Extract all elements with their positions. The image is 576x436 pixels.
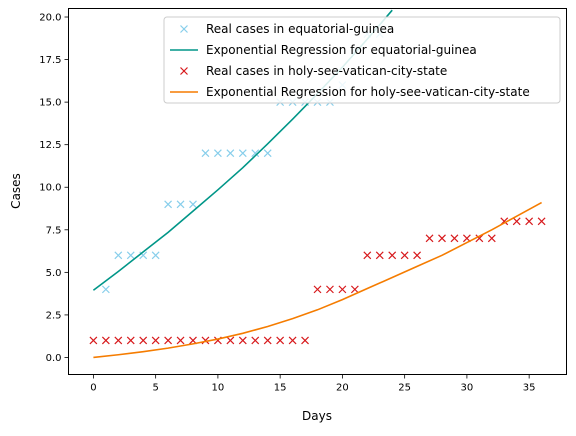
legend: Real cases in equatorial-guinea Exponenti… (163, 16, 561, 104)
data-point-marker (89, 336, 98, 345)
legend-label: Real cases in equatorial-guinea (206, 22, 394, 36)
data-point-marker (537, 217, 546, 226)
data-point-marker (114, 336, 123, 345)
x-tick-label: 25 (398, 383, 411, 394)
data-point-marker (151, 251, 160, 260)
data-point-marker (301, 336, 309, 345)
data-point-marker (226, 336, 235, 345)
data-point-marker (263, 149, 272, 158)
legend-label: Real cases in holy-see-vatican-city-stat… (206, 64, 447, 78)
data-point-marker (176, 336, 185, 345)
data-point-marker (363, 251, 372, 260)
data-point-marker (164, 336, 173, 345)
data-point-marker (400, 251, 409, 260)
data-point-marker (226, 149, 235, 158)
x-tick-label: 35 (523, 383, 536, 394)
data-point-marker (413, 251, 422, 260)
x-tick-label: 20 (336, 383, 349, 394)
data-point-marker (251, 336, 260, 345)
y-tick-label: 15.0 (39, 98, 61, 109)
regression-line (93, 201, 542, 359)
series-3 (89, 217, 546, 345)
legend-item: Real cases in equatorial-guinea (180, 22, 394, 36)
y-axis: 0.0 2.5 5.0 7.5 10.0 12.5 15.0 17.5 20.0 (39, 13, 69, 364)
y-tick-label: 12.5 (39, 140, 61, 151)
data-point-marker (313, 285, 322, 294)
data-point-marker (126, 251, 135, 260)
x-tick-label: 30 (461, 383, 474, 394)
x-tick-label: 10 (212, 383, 225, 394)
data-point-marker (201, 149, 210, 158)
data-point-marker (338, 285, 347, 294)
data-point-marker (126, 336, 135, 345)
legend-label: Exponential Regression for holy-see-vati… (206, 85, 530, 99)
data-point-marker (114, 251, 123, 260)
data-point-marker (438, 234, 446, 243)
x-tick-label: 15 (274, 383, 287, 394)
data-point-marker (425, 234, 434, 243)
data-point-marker (388, 251, 397, 260)
x-axis-label: Days (302, 409, 332, 423)
data-point-marker (288, 336, 297, 345)
y-tick-label: 7.5 (46, 225, 62, 236)
legend-item: Exponential Regression for holy-see-vati… (170, 85, 530, 99)
data-point-marker (375, 251, 384, 260)
data-point-marker (201, 336, 210, 345)
legend-marker-swatch (180, 67, 188, 75)
data-point-marker (238, 149, 247, 158)
data-point-marker (164, 200, 173, 209)
data-point-marker (350, 285, 359, 294)
data-point-marker (139, 336, 148, 345)
data-point-marker (450, 234, 459, 243)
legend-box (163, 16, 561, 104)
data-point-marker (101, 285, 110, 294)
data-point-marker (151, 336, 160, 345)
data-point-marker (101, 336, 110, 345)
data-point-marker (326, 285, 334, 294)
data-point-marker (525, 217, 534, 226)
legend-item: Exponential Regression for equatorial-gu… (170, 43, 477, 57)
y-tick-label: 10.0 (39, 183, 61, 194)
data-point-marker (213, 149, 222, 158)
plot-frame (68, 8, 567, 375)
data-point-marker (475, 234, 484, 243)
y-tick-label: 5.0 (46, 268, 62, 279)
y-tick-label: 17.5 (39, 55, 61, 66)
data-point-marker (487, 234, 496, 243)
data-point-marker (176, 200, 185, 209)
data-point-marker (189, 200, 197, 209)
data-point-marker (238, 336, 247, 345)
x-axis: 0 5 10 15 20 25 30 35 (90, 374, 536, 394)
y-tick-label: 20.0 (39, 13, 61, 24)
legend-marker-swatch (180, 25, 188, 33)
y-axis-label: Cases (9, 173, 23, 209)
data-point-marker (251, 149, 260, 158)
data-point-marker (512, 217, 521, 226)
series-4 (93, 201, 542, 359)
data-point-marker (276, 336, 285, 345)
x-tick-label: 5 (152, 383, 158, 394)
y-tick-label: 0.0 (46, 353, 62, 364)
legend-item: Real cases in holy-see-vatican-city-stat… (180, 64, 447, 78)
x-tick-label: 0 (90, 383, 96, 394)
y-tick-label: 2.5 (46, 310, 62, 321)
legend-label: Exponential Regression for equatorial-gu… (206, 43, 477, 57)
data-point-marker (263, 336, 272, 345)
